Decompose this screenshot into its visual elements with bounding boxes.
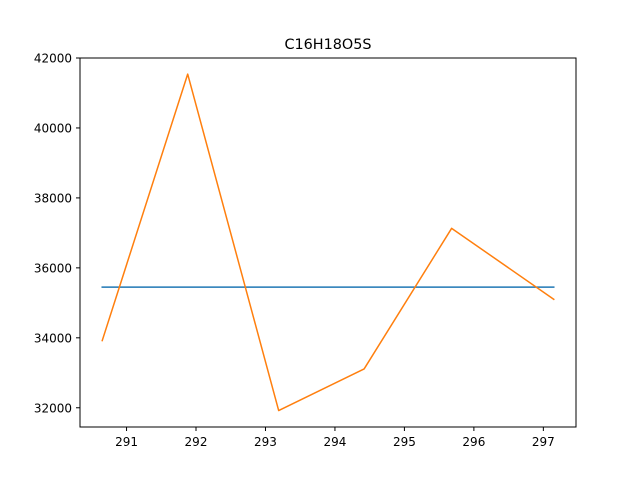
plot-area — [101, 73, 555, 412]
x-tick-label: 292 — [185, 435, 208, 449]
x-tick-label: 295 — [393, 435, 416, 449]
x-tick-label: 297 — [532, 435, 555, 449]
chart-title: C16H18O5S — [284, 37, 371, 53]
y-tick-label: 34000 — [34, 331, 72, 345]
series-line-2 — [101, 73, 555, 412]
x-tick-label: 294 — [323, 435, 346, 449]
y-tick-label: 32000 — [34, 401, 72, 415]
y-tick-label: 42000 — [34, 52, 72, 66]
y-tick-label: 38000 — [34, 191, 72, 205]
y-tick-label: 36000 — [34, 261, 72, 275]
axes-frame — [79, 57, 577, 428]
x-tick-label: 293 — [254, 435, 277, 449]
y-tick-label: 40000 — [34, 121, 72, 135]
x-tick-label: 291 — [115, 435, 138, 449]
x-tick-label: 296 — [462, 435, 485, 449]
